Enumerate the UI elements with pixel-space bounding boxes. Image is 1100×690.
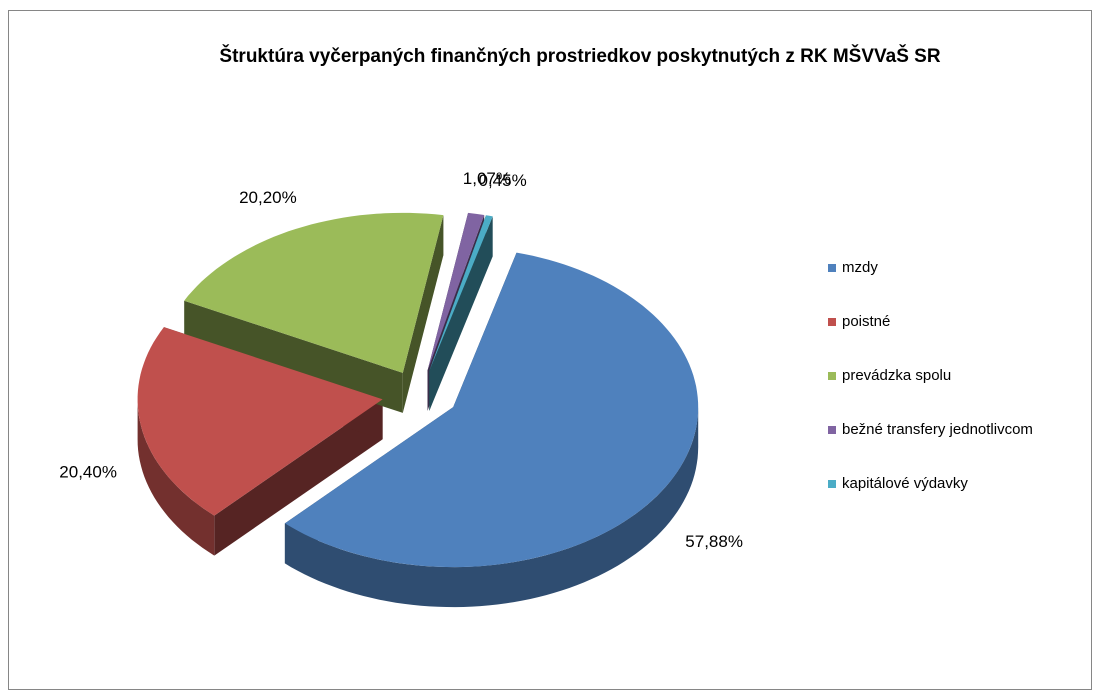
legend-label: bežné transfery jednotlivcom	[842, 421, 1033, 438]
slice	[429, 215, 493, 371]
legend-label: poistné	[842, 313, 890, 330]
slice-wall	[214, 399, 383, 556]
chart-title: Štruktúra vyčerpaných finančných prostri…	[219, 46, 941, 67]
legend-swatch	[828, 426, 836, 434]
chart: 57,88% mzdy 20,40% poistné 20,20% prevádzka s…	[59, 169, 1033, 608]
legend-swatch	[828, 372, 836, 380]
legend-label: prevádzka spolu	[842, 367, 951, 384]
legend-swatch	[828, 318, 836, 326]
slice	[184, 212, 444, 373]
data-label: 20,40%	[59, 462, 117, 481]
data-label: 1,07%	[463, 169, 511, 188]
data-label: 57,88%	[685, 532, 743, 551]
slice-wall	[184, 300, 403, 413]
page: Štruktúra vyčerpaných finančných prostri…	[8, 10, 1092, 690]
slice-rim	[284, 407, 699, 608]
slice	[284, 252, 699, 568]
slice-rim	[137, 399, 215, 556]
slice-wall	[429, 216, 493, 411]
data-label: 0,45%	[478, 171, 526, 190]
legend-label: kapitálové výdavky	[842, 475, 968, 492]
legend-swatch	[828, 264, 836, 272]
legend-label: mzdy	[842, 259, 878, 276]
slices	[137, 212, 699, 568]
slice-rims	[137, 399, 699, 608]
slice	[427, 212, 485, 371]
legend-swatch	[828, 480, 836, 488]
data-label: 20,20%	[239, 188, 297, 207]
slice	[137, 327, 383, 516]
slice-wall	[402, 215, 444, 413]
